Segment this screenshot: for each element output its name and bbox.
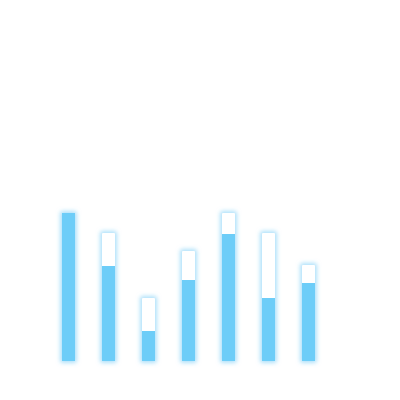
level-meter-2 (102, 233, 115, 361)
level-meter-1 (62, 213, 75, 361)
level-meter-1-fill (62, 213, 75, 361)
level-meter-5-fill (222, 233, 235, 361)
level-meter-6 (262, 233, 275, 361)
level-meter-7 (302, 265, 315, 361)
level-meter-3-fill (142, 330, 155, 361)
level-meter-4-fill (182, 279, 195, 361)
level-meter-2-fill (102, 266, 115, 361)
level-meter-5 (222, 213, 235, 361)
level-meter-3 (142, 298, 155, 361)
level-meter-4 (182, 251, 195, 361)
level-meter-6-fill (262, 298, 275, 361)
level-meter-7-fill (302, 283, 315, 361)
